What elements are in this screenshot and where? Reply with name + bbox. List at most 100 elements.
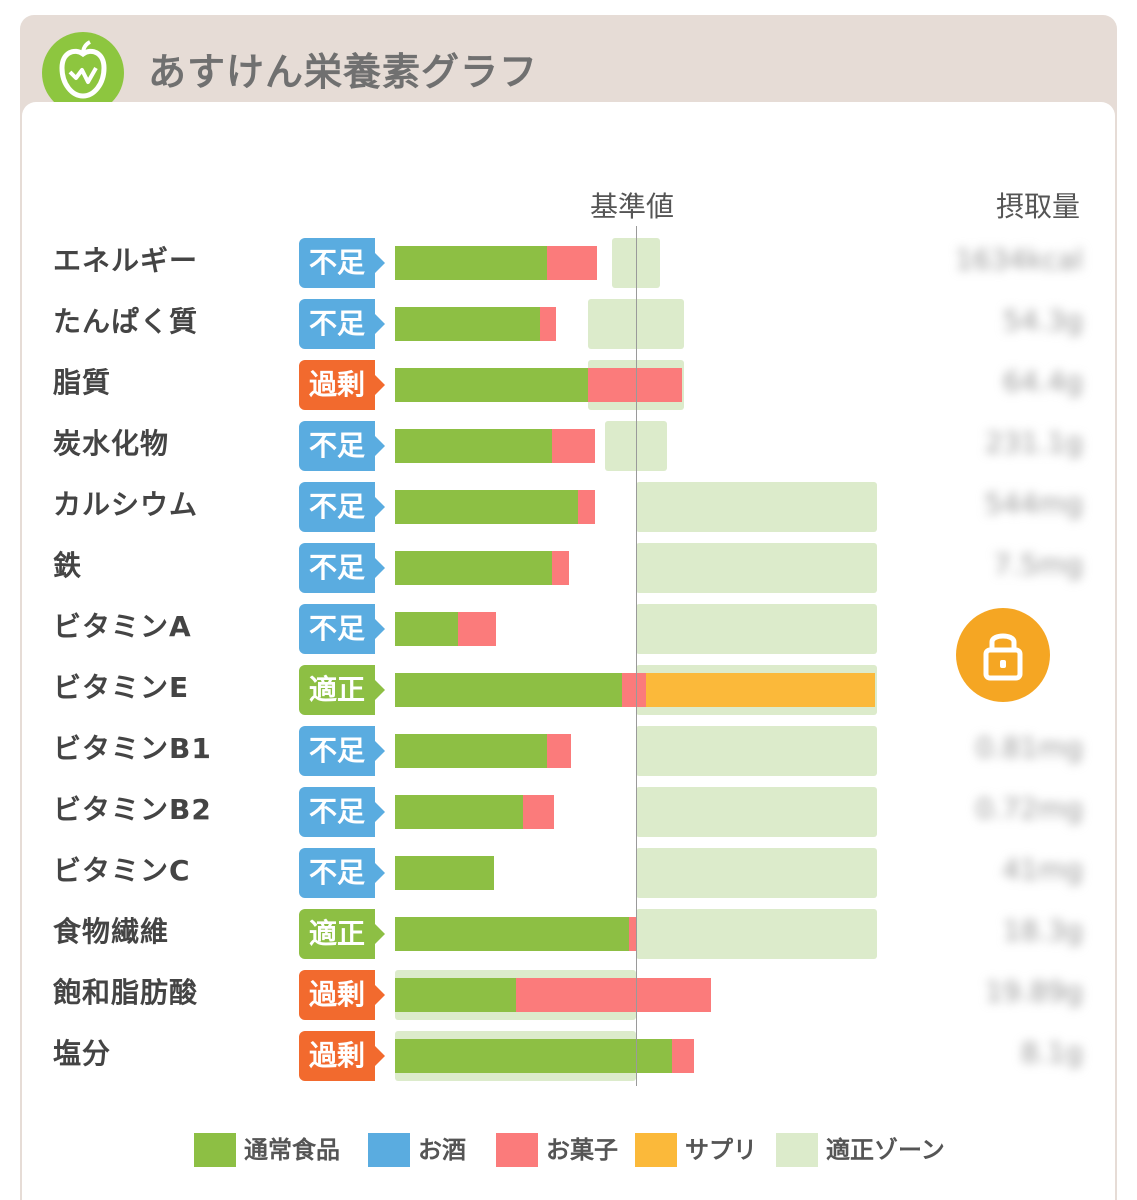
legend-swatch [194, 1133, 236, 1167]
nutrient-label: たんぱく質 [53, 305, 199, 338]
status-badge: 適正 [299, 909, 385, 959]
intake-value: 18.3g [1002, 914, 1083, 947]
legend-swatch [368, 1133, 410, 1167]
proper-zone-bar [636, 726, 877, 776]
proper-zone-bar [636, 787, 877, 837]
snack-bar [672, 1039, 694, 1073]
intake-value: 64.4g [1002, 365, 1083, 398]
normal-food-bar [395, 673, 622, 707]
intake-value: 54.3g [1002, 304, 1083, 337]
normal-food-bar [395, 368, 588, 402]
chart-legend: 通常食品 お酒 お菓子 サプリ 適正ゾーン [0, 1130, 1137, 1174]
normal-food-bar [395, 307, 540, 341]
intake-column-header: 摂取量 [996, 190, 1081, 223]
intake-value: 8.1g [1020, 1036, 1083, 1069]
nutrient-row[interactable]: ビタミンC 不足 41mg [0, 840, 1137, 901]
status-badge: 過剰 [299, 1031, 385, 1081]
nutrient-row[interactable]: 脂質 過剰 64.4g [0, 352, 1137, 413]
asken-apple-logo [42, 32, 124, 114]
snack-bar [522, 795, 555, 829]
proper-zone-bar [587, 299, 685, 349]
snack-bar [515, 978, 711, 1012]
proper-zone-bar [636, 604, 877, 654]
nutrient-row[interactable]: 炭水化物 不足 231.1g [0, 413, 1137, 474]
snack-bar [578, 490, 596, 524]
nutrient-row[interactable]: ビタミンE 適正 [0, 657, 1137, 718]
status-badge: 過剰 [299, 360, 385, 410]
status-badge: 不足 [299, 604, 385, 654]
legend-swatch [776, 1133, 818, 1167]
normal-food-bar [395, 917, 629, 951]
nutrient-row[interactable]: ビタミンB1 不足 0.81mg [0, 718, 1137, 779]
nutrient-row[interactable]: 塩分 過剰 8.1g [0, 1023, 1137, 1084]
intake-value: 7.5mg [993, 548, 1083, 581]
nutrient-row[interactable]: たんぱく質 不足 54.3g [0, 291, 1137, 352]
nutrient-row[interactable]: 鉄 不足 7.5mg [0, 535, 1137, 596]
status-badge: 不足 [299, 299, 385, 349]
nutrient-label: 食物繊維 [53, 915, 170, 948]
snack-bar [621, 673, 646, 707]
legend-label: お菓子 [546, 1136, 618, 1164]
supplement-bar [645, 673, 875, 707]
nutrient-label: ビタミンB1 [53, 732, 212, 765]
status-badge: 不足 [299, 543, 385, 593]
status-badge: 不足 [299, 421, 385, 471]
normal-food-bar [395, 1039, 673, 1073]
nutrient-row[interactable]: ビタミンA 不足 [0, 596, 1137, 657]
legend-label: お酒 [418, 1136, 466, 1164]
legend-swatch [635, 1133, 677, 1167]
normal-food-bar [395, 856, 494, 890]
status-badge: 不足 [299, 848, 385, 898]
intake-value: 0.81mg [975, 731, 1083, 764]
snack-bar [546, 734, 571, 768]
legend-swatch [496, 1133, 538, 1167]
normal-food-bar [395, 612, 458, 646]
legend-label: 適正ゾーン [826, 1136, 945, 1164]
snack-bar [551, 429, 596, 463]
proper-zone-bar [636, 543, 877, 593]
normal-food-bar [395, 978, 516, 1012]
nutrient-label: 脂質 [53, 366, 112, 399]
intake-value: 41mg [1002, 853, 1083, 886]
nutrient-label: ビタミンB2 [53, 793, 212, 826]
legend-label: 通常食品 [244, 1136, 340, 1164]
status-badge: 不足 [299, 238, 385, 288]
nutrient-label: 飽和脂肪酸 [53, 976, 199, 1009]
nutrient-row[interactable]: ビタミンB2 不足 0.72mg [0, 779, 1137, 840]
lock-icon[interactable] [956, 608, 1050, 702]
status-badge: 不足 [299, 787, 385, 837]
status-badge: 不足 [299, 726, 385, 776]
proper-zone-bar [636, 909, 877, 959]
nutrient-label: エネルギー [53, 244, 199, 277]
intake-value: 544mg [984, 487, 1084, 520]
intake-value: 0.72mg [975, 792, 1083, 825]
status-badge: 適正 [299, 665, 385, 715]
snack-bar [587, 368, 682, 402]
nutrient-row[interactable]: 食物繊維 適正 18.3g [0, 901, 1137, 962]
reference-line [636, 226, 637, 1086]
normal-food-bar [395, 734, 547, 768]
intake-value: 231.1g [985, 426, 1083, 459]
normal-food-bar [395, 246, 547, 280]
normal-food-bar [395, 429, 552, 463]
normal-food-bar [395, 490, 579, 524]
nutrient-label: 炭水化物 [53, 427, 170, 460]
nutrient-label: 塩分 [53, 1037, 112, 1070]
reference-column-header: 基準値 [590, 190, 675, 223]
proper-zone-bar [636, 482, 877, 532]
normal-food-bar [395, 551, 552, 585]
snack-bar [546, 246, 598, 280]
nutrient-row[interactable]: カルシウム 不足 544mg [0, 474, 1137, 535]
status-badge: 過剰 [299, 970, 385, 1020]
nutrient-label: ビタミンE [53, 671, 190, 704]
intake-value: 1634kcal [955, 243, 1083, 276]
page-title: あすけん栄養素グラフ [148, 50, 539, 94]
nutrient-label: ビタミンA [53, 610, 192, 643]
nutrient-row[interactable]: エネルギー 不足 1634kcal [0, 230, 1137, 291]
snack-bar [628, 917, 636, 951]
intake-value: 19.89g [985, 975, 1083, 1008]
proper-zone-bar [604, 421, 668, 471]
proper-zone-bar [636, 848, 877, 898]
snack-bar [539, 307, 557, 341]
nutrient-row[interactable]: 飽和脂肪酸 過剰 19.89g [0, 962, 1137, 1023]
